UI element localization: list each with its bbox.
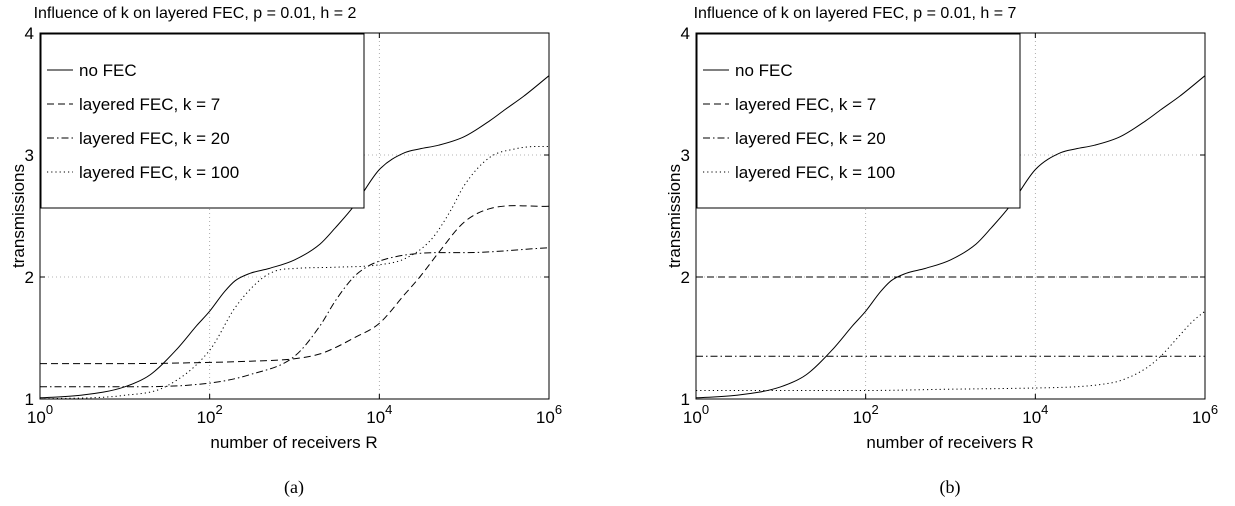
- y-tick-label: 3: [681, 146, 690, 165]
- plot-frame: [695, 32, 1206, 400]
- chart-title: Influence of k on layered FEC, p = 0.01,…: [34, 5, 357, 22]
- axis-ticks: 100 102 104 106 1 2 3 4: [25, 24, 563, 427]
- chart-title: Influence of k on layered FEC, p = 0.01,…: [694, 5, 1017, 22]
- y-tick-label: 3: [25, 146, 34, 165]
- x-tick-label: 102: [853, 402, 879, 427]
- x-tick-label: 102: [197, 402, 223, 427]
- series-layer: [39, 75, 550, 400]
- x-axis-label: number of receivers R: [866, 433, 1033, 452]
- series-line-layered-fec-k-100: [696, 310, 1206, 392]
- series-line-no-fec: [695, 75, 1206, 399]
- x-axis-label: number of receivers R: [210, 433, 377, 452]
- x-tick-label: 104: [366, 402, 392, 427]
- axis-ticks: 100 102 104 106 1 2 3 4: [681, 24, 1219, 427]
- chart-panel-a: Influence of k on layered FEC, p = 0.01,…: [9, 5, 562, 498]
- legend-label: no FEC: [735, 61, 793, 80]
- legend-label: layered FEC, k = 20: [735, 129, 886, 148]
- y-tick-label: 2: [25, 268, 34, 287]
- x-tick-label: 106: [536, 402, 562, 427]
- plot-frame: [39, 32, 550, 400]
- panel-caption: (b): [940, 477, 961, 498]
- legend-box: [696, 33, 1021, 209]
- x-tick-label: 100: [683, 402, 709, 427]
- legend-label: layered FEC, k = 100: [79, 163, 239, 182]
- legend-label: no FEC: [79, 61, 137, 80]
- series-line-no-fec: [39, 75, 550, 399]
- y-tick-label: 1: [25, 390, 34, 409]
- x-tick-label: 106: [1192, 402, 1218, 427]
- series-layer: [695, 75, 1206, 399]
- chart-panel-b: Influence of k on layered FEC, p = 0.01,…: [665, 5, 1218, 498]
- y-axis-label: transmissions: [665, 164, 684, 268]
- legend-label: layered FEC, k = 7: [79, 95, 220, 114]
- legend: no FEC layered FEC, k = 7 layered FEC, k =…: [40, 33, 365, 209]
- legend-label: layered FEC, k = 20: [79, 129, 230, 148]
- y-tick-label: 2: [681, 268, 690, 287]
- series-line-layered-fec-k-100: [39, 146, 549, 400]
- y-tick-label: 1: [681, 390, 690, 409]
- y-axis-label: transmissions: [9, 164, 28, 268]
- y-tick-label: 4: [25, 24, 34, 43]
- series-line-layered-fec-k-20: [40, 247, 550, 388]
- legend-box: [40, 33, 365, 209]
- panel-caption: (a): [284, 477, 304, 498]
- series-line-layered-fec-k-7: [40, 205, 550, 365]
- x-tick-label: 100: [27, 402, 53, 427]
- x-tick-label: 104: [1022, 402, 1048, 427]
- y-tick-label: 4: [681, 24, 690, 43]
- legend: no FEC layered FEC, k = 7 layered FEC, k =…: [696, 33, 1021, 209]
- legend-label: layered FEC, k = 100: [735, 163, 895, 182]
- legend-label: layered FEC, k = 7: [735, 95, 876, 114]
